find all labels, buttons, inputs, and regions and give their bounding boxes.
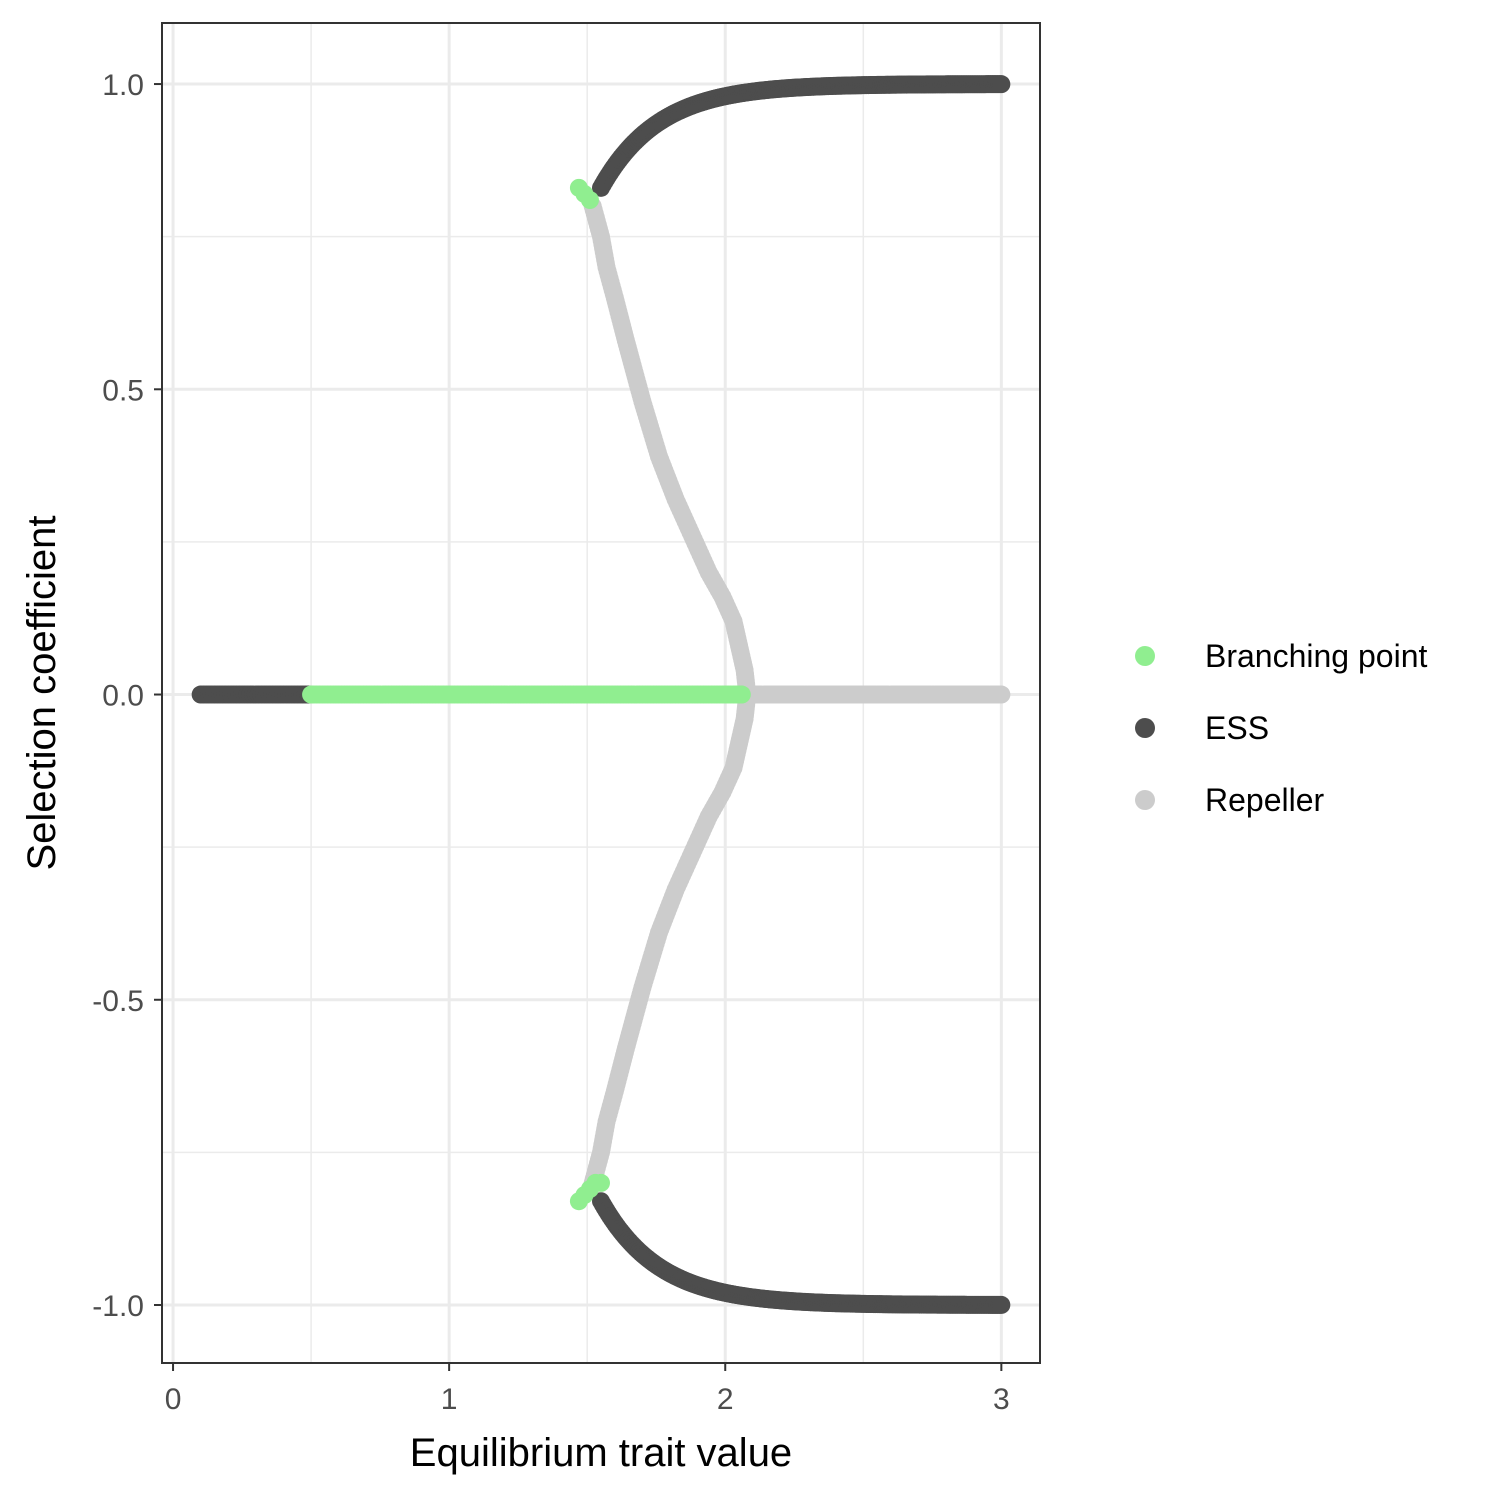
x-tick-label: 1 — [441, 1383, 458, 1416]
ess-point — [992, 1295, 1011, 1314]
legend-key-repeller — [1135, 790, 1155, 810]
y-axis-title: Selection coefficient — [20, 515, 64, 870]
legend-label-repeller: Repeller — [1205, 782, 1325, 818]
y-tick-label: 0.5 — [102, 374, 144, 407]
axis-ticks — [154, 83, 1003, 1371]
legend-key-branching-point — [1135, 646, 1155, 666]
legend-label-branching-point: Branching point — [1205, 638, 1427, 674]
branching-point-point — [592, 1173, 610, 1192]
x-tick-label: 0 — [165, 1383, 182, 1416]
y-tick-label: 0.0 — [102, 680, 144, 713]
y-tick-label: 1.0 — [102, 69, 144, 102]
x-tick-label: 2 — [717, 1383, 734, 1416]
y-tick-label: -0.5 — [92, 985, 144, 1018]
legend-label-ess: ESS — [1205, 710, 1269, 746]
ess-point — [992, 75, 1011, 94]
legend-key-ess — [1135, 718, 1155, 738]
x-axis-title: Equilibrium trait value — [410, 1431, 792, 1475]
legend: Branching point ESS Repeller — [1135, 638, 1427, 818]
y-tick-label: -1.0 — [92, 1290, 144, 1323]
data-points — [191, 75, 1011, 1314]
branching-point-point — [732, 685, 751, 704]
tick-labels: 0 1 2 3 -1.0 -0.5 0.0 0.5 1.0 — [92, 69, 1009, 1416]
branching-point-point — [580, 191, 599, 210]
repeller-point — [992, 685, 1011, 704]
plot-panel-border — [161, 22, 1041, 1364]
x-tick-label: 3 — [993, 1383, 1010, 1416]
